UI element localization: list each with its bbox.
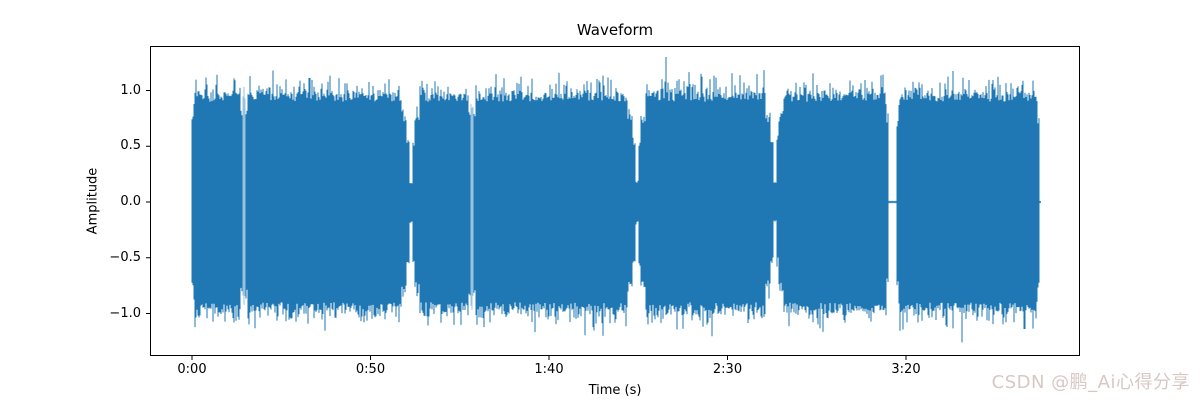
y-tick-label: −0.5 xyxy=(109,249,141,265)
x-axis-label: Time (s) xyxy=(588,383,642,398)
x-tick-label: 3:20 xyxy=(891,362,921,377)
y-tick-label: 0.0 xyxy=(120,194,141,209)
waveform-trace xyxy=(191,57,1040,343)
y-tick-label: −1.0 xyxy=(109,305,141,321)
x-tick-label: 1:40 xyxy=(534,362,564,377)
axes-box xyxy=(150,46,1080,356)
y-tick-marks xyxy=(146,90,150,314)
x-tick-label: 0:50 xyxy=(355,362,386,377)
y-tick-label: 1.0 xyxy=(120,82,141,98)
x-tick-label: 2:30 xyxy=(712,362,743,377)
csdn-watermark: CSDN @鹏_Ai心得分享 xyxy=(991,372,1190,393)
waveform-quiet-slits xyxy=(242,86,474,310)
x-tick-marks xyxy=(191,356,907,360)
y-tick-label: 0.5 xyxy=(120,138,141,154)
chart-title: Waveform xyxy=(576,21,654,39)
x-tick-label: 0:00 xyxy=(177,362,207,377)
